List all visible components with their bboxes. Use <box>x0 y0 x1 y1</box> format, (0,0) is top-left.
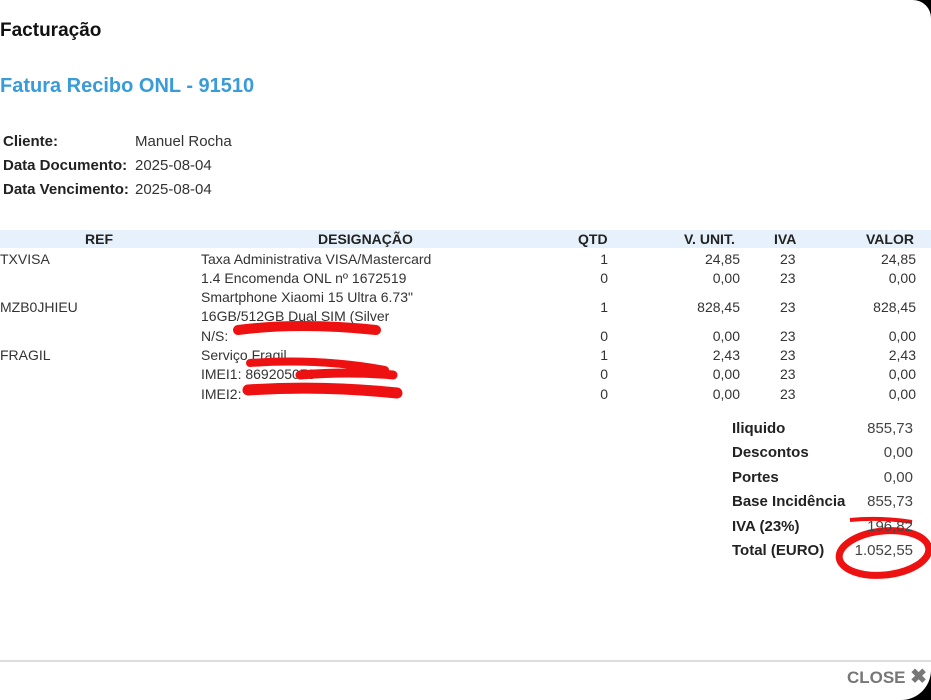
cell-valor: 828,45 <box>873 299 916 315</box>
cell-vunit: 0,00 <box>712 386 740 402</box>
due-date-value: 2025-08-04 <box>135 181 212 198</box>
cell-designacao: Smartphone Xiaomi 15 Ultra 6.73" <box>201 289 413 305</box>
document-title: Fatura Recibo ONL - 91510 <box>0 75 255 97</box>
cell-designacao: N/S: <box>201 328 229 344</box>
cell-qtd: 0 <box>600 366 608 382</box>
col-iva: IVA <box>774 231 797 247</box>
totals-label: Iliquido <box>732 420 786 437</box>
cell-qtd: 0 <box>600 386 608 402</box>
table-header <box>0 230 931 248</box>
totals-value: 0,00 <box>883 444 913 462</box>
total-circle <box>835 527 931 579</box>
col-designacao: DESIGNAÇÃO <box>318 231 413 247</box>
totals-value: 196,82 <box>867 517 913 535</box>
cell-iva: 23 <box>780 386 796 402</box>
cell-valor: 0,00 <box>888 328 916 344</box>
totals-value: 855,73 <box>867 493 913 511</box>
col-qtd: QTD <box>578 231 608 247</box>
col-vunit: V. UNIT. <box>684 231 735 247</box>
footer-divider <box>0 660 931 662</box>
totals-label: IVA (23%) <box>732 517 800 535</box>
totals-label: Portes <box>732 468 779 486</box>
cell-designacao-line2: 16GB/512GB Dual SIM (Silver <box>201 308 390 324</box>
close-label: CLOSE <box>846 668 906 687</box>
cell-iva: 23 <box>780 347 796 363</box>
redaction-ns <box>233 321 381 335</box>
cell-valor: 0,00 <box>888 386 916 402</box>
cell-ref: MZB0JHIEU <box>0 299 78 315</box>
cell-vunit: 0,00 <box>712 270 740 286</box>
modal-title: Facturação <box>0 20 102 41</box>
cell-iva: 23 <box>780 366 796 382</box>
client-label: Cliente: <box>3 133 59 150</box>
cell-ref: TXVISA <box>0 251 50 267</box>
redaction-fragil <box>246 357 389 374</box>
cell-vunit: 24,85 <box>704 251 740 267</box>
totals-label: Descontos <box>732 444 809 462</box>
cell-qtd: 0 <box>600 270 608 286</box>
close-button[interactable]: CLOSE ✖ <box>847 664 927 689</box>
close-x-icon: ✖ <box>910 666 927 688</box>
cell-vunit: 0,00 <box>712 366 740 382</box>
doc-date-value: 2025-08-04 <box>135 157 212 174</box>
col-ref: REF <box>85 231 113 247</box>
totals-label: Total (EURO) <box>732 542 825 559</box>
totals-value: 855,73 <box>867 420 913 437</box>
cell-vunit: 828,45 <box>697 299 740 315</box>
cell-valor: 0,00 <box>888 270 916 286</box>
col-valor: VALOR <box>866 231 914 247</box>
totals-value: 0,00 <box>883 468 913 486</box>
cell-designacao: IMEI1: 869205073 <box>201 366 316 382</box>
redaction-imei1 <box>295 368 398 380</box>
client-value: Manuel Rocha <box>135 133 232 150</box>
cell-ref: FRAGIL <box>0 347 51 363</box>
cell-iva: 23 <box>780 299 796 315</box>
cell-valor: 24,85 <box>880 251 916 267</box>
cell-qtd: 1 <box>600 299 608 315</box>
cell-designacao: 1.4 Encomenda ONL nº 1672519 <box>201 270 407 286</box>
due-date-label: Data Vencimento: <box>3 181 129 198</box>
cell-designacao: IMEI2: <box>201 386 242 402</box>
totals-value: 1.052,55 <box>854 542 913 559</box>
cell-qtd: 1 <box>600 251 608 267</box>
cell-designacao: Taxa Administrativa VISA/Mastercard <box>201 251 432 267</box>
cell-iva: 23 <box>780 328 796 344</box>
cell-qtd: 0 <box>600 328 608 344</box>
cell-qtd: 1 <box>600 347 608 363</box>
cell-iva: 23 <box>780 270 796 286</box>
cell-valor: 0,00 <box>888 366 916 382</box>
doc-date-label: Data Documento: <box>3 157 128 174</box>
totals-label: Base Incidência <box>732 493 846 511</box>
redaction-imei2 <box>242 382 403 399</box>
redaction-iva-total <box>849 516 913 524</box>
cell-valor: 2,43 <box>888 347 916 363</box>
cell-iva: 23 <box>780 251 796 267</box>
cell-vunit: 2,43 <box>712 347 740 363</box>
cell-vunit: 0,00 <box>712 328 740 344</box>
